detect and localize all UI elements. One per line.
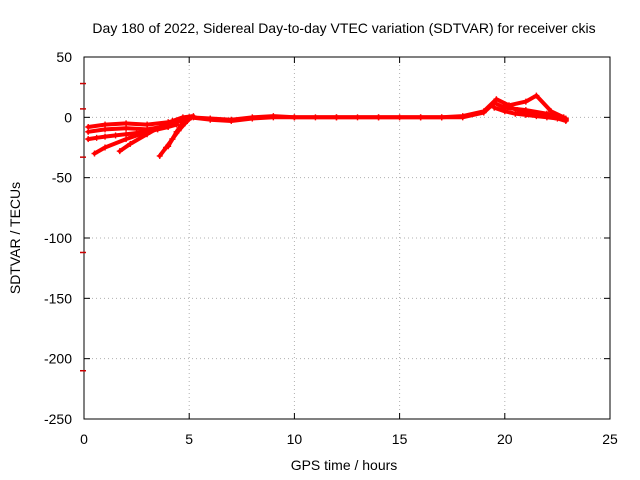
x-axis-tick-labels: 0 5 10 15 20 25 <box>80 431 618 447</box>
y-axis-tick-labels: -250 -200 -150 -100 -50 0 50 <box>44 49 72 427</box>
y-tick-label: 0 <box>64 109 72 125</box>
x-tick-label: 25 <box>602 431 618 447</box>
y-tick-label: -250 <box>44 411 72 427</box>
x-tick-label: 10 <box>287 431 303 447</box>
y-tick-label: -200 <box>44 351 72 367</box>
margin-marks <box>80 82 86 372</box>
x-tick-label: 5 <box>185 431 193 447</box>
y-tick-label: -50 <box>52 170 72 186</box>
x-tick-label: 15 <box>392 431 408 447</box>
x-tick-label: 0 <box>80 431 88 447</box>
y-tick-label: -150 <box>44 290 72 306</box>
y-axis-title: SDTVAR / TECUs <box>7 182 23 294</box>
data-series <box>85 92 569 159</box>
chart-title: Day 180 of 2022, Sidereal Day-to-day VTE… <box>92 20 595 36</box>
axis-ticks <box>83 56 611 420</box>
y-tick-label: -100 <box>44 230 72 246</box>
y-tick-label: 50 <box>56 49 72 65</box>
x-tick-label: 20 <box>497 431 513 447</box>
x-axis-title: GPS time / hours <box>291 457 398 473</box>
